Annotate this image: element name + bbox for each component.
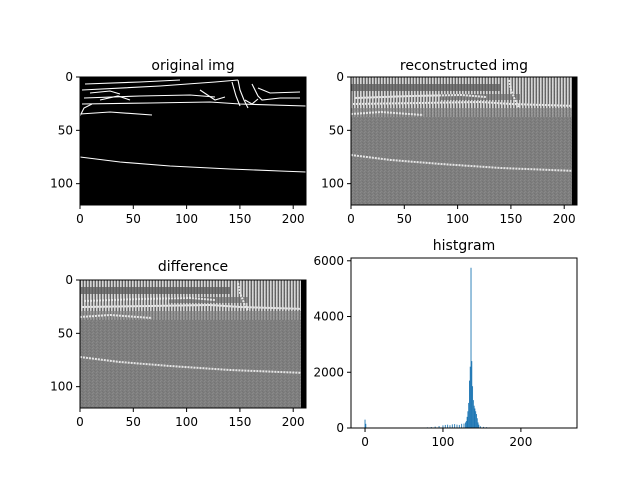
dark-strip [301,280,306,408]
axes-frame [350,257,578,429]
histogram-bar [471,361,473,428]
y-tick-label: 6000 [313,254,344,268]
histogram-bar [470,267,472,428]
x-tick-label: 200 [282,212,305,226]
y-axis: 0 2000 4000 6000 [313,254,351,435]
histogram-bar [476,418,478,428]
x-tick-label: 150 [499,212,522,226]
histogram-bar [434,426,436,428]
x-tick-label: 100 [175,212,198,226]
x-tick-label: 200 [282,415,305,429]
histogram-bar [451,424,453,428]
x-tick-label: 100 [432,435,455,449]
histogram-bar [476,414,477,428]
panel-title: histgram [433,238,495,254]
x-tick-label: 50 [397,212,412,226]
y-tick-label: 50 [58,123,73,137]
y-tick-label: 0 [336,70,344,84]
histogram-bar [483,426,484,428]
x-tick-label: 0 [76,212,84,226]
panel-original-img: original img 0 50 100 150 200 0 50 100 [50,58,307,226]
histogram-bar [478,424,480,428]
texture-band [80,280,306,320]
histogram-bar [365,423,367,428]
histogram-bar [466,416,468,428]
histogram-bar [461,423,463,428]
histogram-bar [474,408,476,428]
histogram-bar [469,366,471,428]
histogram-bar [458,424,460,428]
x-tick-label: 50 [126,212,141,226]
histogram-bar [449,425,451,428]
histogram-bar [472,386,474,428]
histogram-bar [473,405,475,428]
y-tick-label: 100 [50,177,73,191]
axes-frame [350,76,578,206]
histogram-bar [475,411,477,428]
x-tick-label: 150 [228,212,251,226]
histogram-bar [469,380,470,428]
panel-title: reconstructed img [400,58,528,74]
histogram-bar [454,424,456,428]
x-tick-label: 50 [126,415,141,429]
panel-title: original img [151,58,234,74]
histogram-bar [447,424,449,428]
image-area [80,77,306,205]
x-tick-label: 100 [175,415,198,429]
histogram-bar [442,425,444,428]
histogram-bar [463,423,465,428]
edge-lines [351,79,577,172]
panel-histgram: histgram 0 100 200 0 2000 4000 6000 [313,238,578,449]
x-axis: 0 50 100 150 200 [76,204,306,226]
x-tick-label: 0 [76,415,84,429]
x-axis: 0 50 100 150 200 [347,204,577,226]
x-tick-label: 0 [347,212,355,226]
histogram-bars [364,267,498,428]
y-tick-label: 0 [65,70,73,84]
histogram-bar [468,402,470,428]
axes-frame [79,279,307,409]
histogram-bar [438,426,440,428]
y-tick-label: 0 [336,421,344,435]
x-axis: 0 50 100 150 200 [76,407,306,429]
edge-lines [80,79,306,173]
panel-difference: difference 0 50 100 150 200 0 50 100 [50,259,307,429]
x-tick-label: 100 [446,212,469,226]
y-tick-label: 100 [50,380,73,394]
panel-title: difference [158,259,228,275]
dark-strip [572,77,577,205]
y-axis: 0 50 100 [321,70,352,205]
panel-reconstructed-img: reconstructed img 0 50 100 150 200 0 50 100 [321,58,578,226]
edge-lines [80,282,306,374]
y-tick-label: 0 [65,273,73,287]
y-axis: 0 50 100 [50,273,81,408]
y-tick-label: 50 [329,123,344,137]
histogram-bar [444,424,446,428]
texture-band [351,77,577,117]
y-tick-label: 2000 [313,365,344,379]
histogram-bar [467,411,469,428]
histogram-bar [465,422,467,428]
y-tick-label: 100 [321,177,344,191]
histogram-bar [465,421,467,428]
y-axis: 0 50 100 [50,70,81,205]
y-tick-label: 50 [58,326,73,340]
y-tick-label: 4000 [313,310,344,324]
histogram-bar [479,426,481,428]
plot-area [351,258,577,428]
histogram-bar [477,422,479,428]
histogram-bar [456,424,458,428]
x-tick-label: 150 [228,415,251,429]
axes-frame [79,76,307,206]
x-tick-label: 200 [509,435,532,449]
x-tick-label: 0 [361,435,369,449]
x-axis: 0 100 200 [361,428,532,449]
histogram-bar [472,400,474,428]
x-tick-label: 200 [553,212,576,226]
histogram-bar [364,419,366,428]
